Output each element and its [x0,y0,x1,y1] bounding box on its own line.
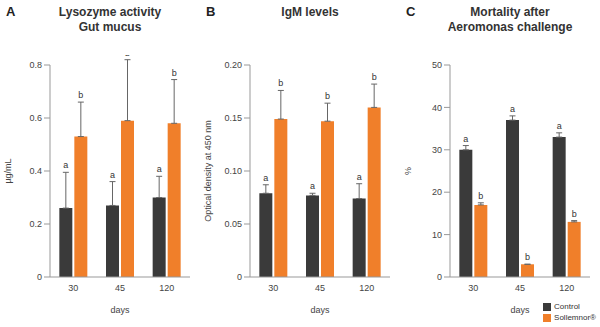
svg-text:b: b [525,252,530,262]
svg-text:a: a [63,160,68,170]
svg-text:30: 30 [268,283,278,293]
svg-text:120: 120 [159,283,174,293]
svg-text:a: a [157,164,162,174]
html-text:B: B [206,4,216,19]
html-text:IgM levels: IgM levels [281,5,339,19]
svg-text:%: % [403,167,413,175]
svg-text:a: a [110,170,115,180]
html-text:Aeromonas challenge: Aeromonas challenge [447,20,573,34]
svg-text:0.6: 0.6 [29,113,42,123]
svg-text:0: 0 [237,272,242,282]
svg-text:0.8: 0.8 [29,60,42,70]
svg-text:40: 40 [432,103,442,113]
svg-text:0: 0 [37,272,42,282]
svg-text:30: 30 [432,145,442,155]
svg-text:10: 10 [432,230,442,240]
svg-text:20: 20 [432,187,442,197]
svg-text:b: b [325,91,330,101]
svg-text:b: b [278,78,283,88]
svg-text:b: b [125,55,130,58]
svg-text:45: 45 [115,283,125,293]
svg-text:0.10: 0.10 [224,166,242,176]
svg-text:a: a [357,172,362,182]
html-text:Lysozyme activity: Lysozyme activity [58,5,162,19]
html-text:C: C [406,4,416,19]
svg-text:b: b [172,68,177,78]
svg-text:45: 45 [515,283,525,293]
svg-text:a: a [510,104,515,114]
svg-text:µg/mL: µg/mL [8,158,13,183]
html-text:A: A [6,4,16,19]
svg-text:120: 120 [359,283,374,293]
svg-text:50: 50 [432,60,442,70]
svg-text:0.4: 0.4 [29,166,42,176]
svg-text:days: days [310,305,330,315]
svg-text:b: b [372,72,377,82]
svg-text:45: 45 [315,283,325,293]
svg-text:30: 30 [68,283,78,293]
svg-text:b: b [478,191,483,201]
svg-text:0.05: 0.05 [224,219,242,229]
svg-text:a: a [263,173,268,183]
html-text:Mortality after: Mortality after [470,5,550,19]
svg-text:days: days [110,305,130,315]
svg-text:120: 120 [559,283,574,293]
svg-text:0.15: 0.15 [224,113,242,123]
svg-text:b: b [572,209,577,219]
svg-text:Optical density at 450 nm: Optical density at 450 nm [203,120,213,222]
html-text:Gut mucus: Gut mucus [78,20,142,34]
svg-text:a: a [310,181,315,191]
svg-text:a: a [463,134,468,144]
svg-text:b: b [78,90,83,100]
html-text:Sollemnor®: Sollemnor® [554,313,596,322]
html-text:Control: Control [554,302,580,311]
svg-text:0: 0 [437,272,442,282]
svg-text:30: 30 [468,283,478,293]
svg-text:0.2: 0.2 [29,219,42,229]
svg-text:days: days [510,305,530,315]
svg-text:a: a [557,121,562,131]
svg-text:0.20: 0.20 [224,60,242,70]
